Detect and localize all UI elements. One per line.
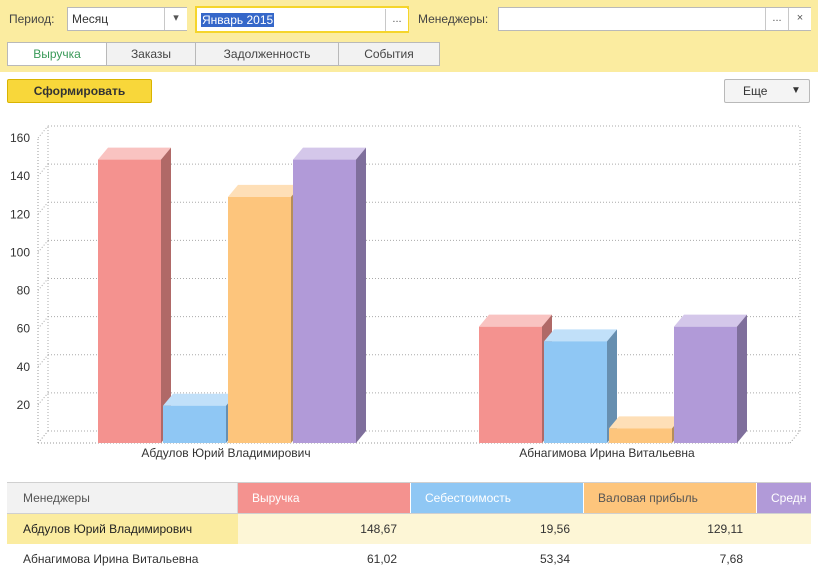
bar-top (544, 329, 617, 342)
more-button[interactable]: Еще ▼ (724, 79, 810, 103)
y-tick-label: 80 (17, 284, 31, 298)
y-tick-label: 100 (10, 245, 30, 259)
month-select-button[interactable]: ... (385, 9, 408, 31)
bar (674, 326, 737, 443)
header-profit[interactable]: Валовая прибыль (584, 483, 757, 513)
row-revenue: 61,02 (366, 552, 397, 566)
bar-top (674, 314, 747, 327)
table-row[interactable]: Абдулов Юрий Владимирович 148,67 19,56 1… (7, 514, 811, 544)
period-select[interactable]: Месяц ▾ (67, 7, 187, 31)
bar-top (609, 416, 682, 429)
y-tick-label: 60 (17, 322, 31, 336)
generate-button[interactable]: Сформировать (7, 79, 152, 103)
tab-orders[interactable]: Заказы (106, 42, 196, 66)
more-label: Еще (743, 84, 768, 98)
row-revenue: 148,67 (360, 522, 397, 536)
y-tick-label: 40 (17, 360, 31, 374)
close-icon[interactable]: × (788, 8, 811, 30)
bar (609, 428, 672, 443)
header-revenue[interactable]: Выручка (238, 483, 411, 513)
table-header: Менеджеры Выручка Себестоимость Валовая … (7, 482, 811, 514)
gridline-diag (37, 278, 49, 291)
row-profit: 129,11 (707, 522, 743, 536)
month-value: Январь 2015 (201, 13, 275, 27)
bar (228, 196, 291, 443)
gridline-diag (37, 240, 49, 253)
managers-field[interactable]: ... × (498, 7, 811, 31)
axis-floor-left (37, 430, 49, 444)
bar (479, 326, 542, 443)
axis-floor-right (789, 430, 801, 444)
bar-top (163, 393, 236, 406)
row-manager: Абнагимова Ирина Витальевна (23, 552, 199, 566)
bar (163, 405, 226, 443)
header-cost[interactable]: Себестоимость (411, 483, 584, 513)
row-cost: 19,56 (539, 522, 570, 536)
y-tick-label: 120 (10, 207, 30, 221)
header-managers[interactable]: Менеджеры (7, 483, 238, 513)
y-tick-label: 20 (17, 398, 31, 412)
row-cost: 53,34 (539, 552, 570, 566)
x-tick-label: Абдулов Юрий Владимирович (141, 446, 310, 460)
revenue-chart: 20 40 60 80 100 120 140 160 Абдулов Юрий Владими… (10, 125, 801, 460)
bar-top (228, 184, 301, 197)
gridline-diag (37, 125, 49, 139)
chevron-down-icon[interactable]: ▾ (164, 8, 187, 30)
gridline-diag (37, 201, 49, 215)
y-tick-label: 160 (10, 131, 30, 145)
period-label: Период: (9, 12, 55, 26)
managers-label: Менеджеры: (418, 12, 489, 26)
bar (544, 341, 607, 443)
bar-side (161, 147, 171, 443)
managers-table: Менеджеры Выручка Себестоимость Валовая … (7, 482, 811, 573)
bar-side (356, 147, 366, 443)
bar-top (293, 147, 366, 160)
gridline-diag (37, 316, 49, 329)
month-field[interactable]: Январь 2015 ... (195, 6, 409, 33)
bar-top (98, 147, 171, 160)
tab-revenue[interactable]: Выручка (7, 42, 107, 66)
gridline-diag (37, 163, 49, 177)
filter-panel: Период: Месяц ▾ Январь 2015 ... Менеджер… (0, 0, 818, 72)
x-tick-label: Абнагимова Ирина Витальевна (519, 446, 695, 460)
report-tabs: Выручка Заказы Задолженность События (7, 42, 440, 66)
managers-select-button[interactable]: ... (765, 8, 788, 30)
bar-top (479, 314, 552, 327)
header-average[interactable]: Средн (757, 483, 811, 513)
table-row[interactable]: Абнагимова Ирина Витальевна 61,02 53,34 … (7, 544, 811, 573)
y-tick-label: 140 (10, 169, 30, 183)
gridline-diag (37, 392, 49, 406)
gridline-diag (37, 354, 49, 368)
bar (293, 159, 356, 443)
row-profit: 7,68 (719, 552, 743, 566)
bar-side (737, 314, 747, 443)
tab-debt[interactable]: Задолженность (195, 42, 339, 66)
bar-side (607, 329, 617, 443)
chevron-down-icon: ▼ (791, 85, 801, 96)
row-manager: Абдулов Юрий Владимирович (7, 514, 238, 544)
bar (98, 159, 161, 443)
tab-events[interactable]: События (338, 42, 440, 66)
period-value: Месяц (72, 12, 109, 26)
